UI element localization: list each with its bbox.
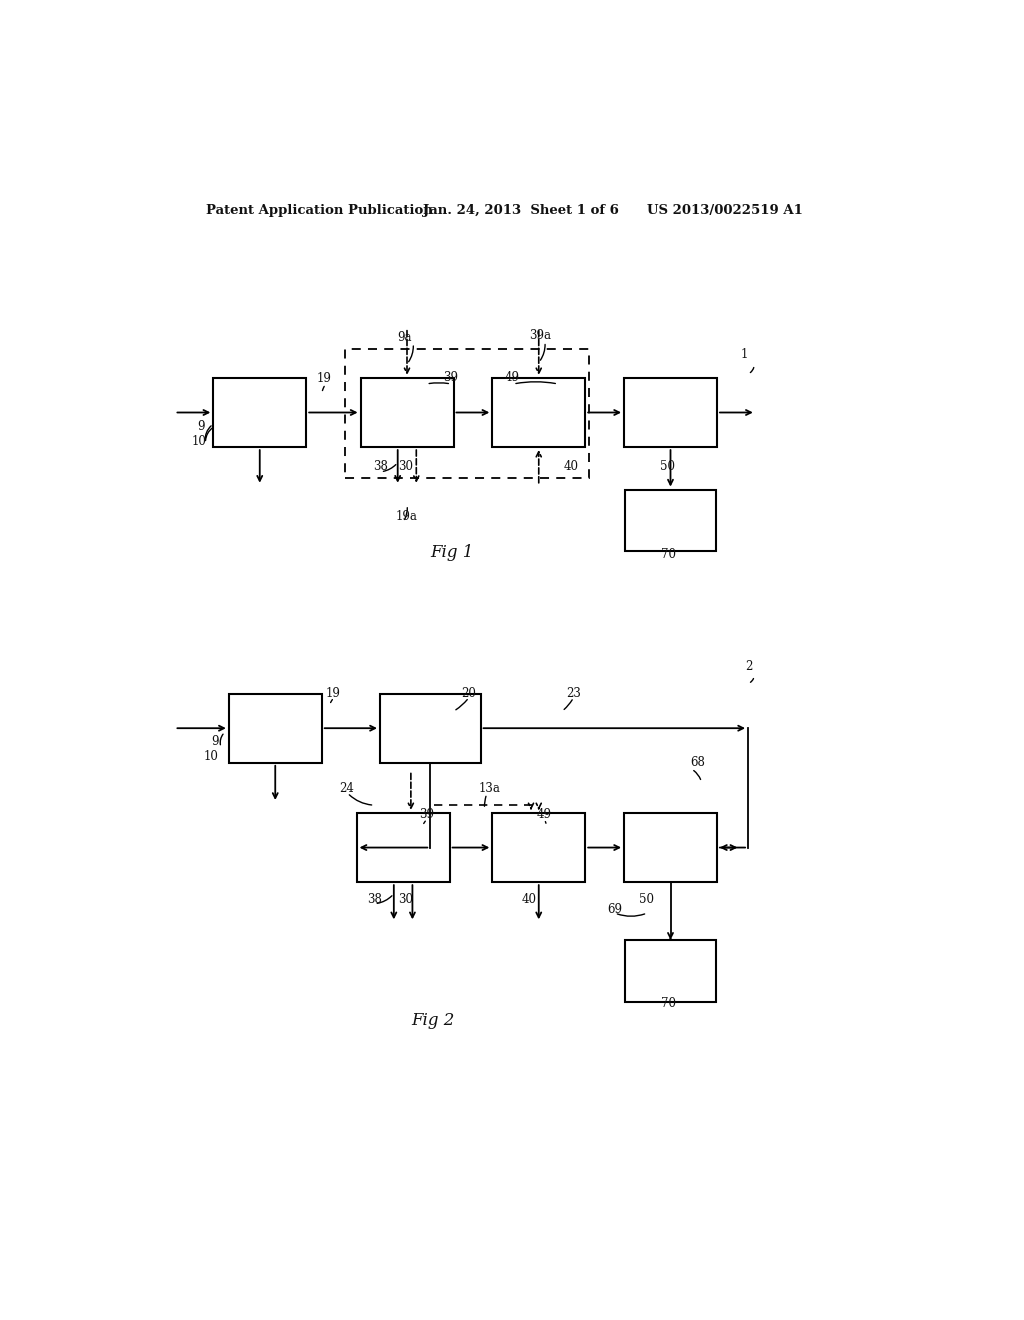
Text: 19a: 19a	[395, 510, 417, 523]
Text: 39: 39	[420, 808, 434, 821]
Text: 40: 40	[521, 894, 537, 907]
Text: 40: 40	[563, 459, 579, 473]
Text: 1: 1	[740, 348, 748, 362]
Bar	[360, 378, 454, 447]
Text: 30: 30	[397, 894, 413, 907]
Text: 50: 50	[660, 459, 676, 473]
Text: 39: 39	[443, 371, 459, 384]
Text: Fig 2: Fig 2	[411, 1012, 455, 1030]
Text: Fig 1: Fig 1	[430, 544, 474, 561]
Bar	[345, 350, 589, 478]
Text: 23: 23	[566, 686, 581, 700]
Text: 13a: 13a	[479, 781, 501, 795]
Text: 70: 70	[662, 998, 676, 1010]
Bar	[493, 378, 586, 447]
Text: 49: 49	[505, 371, 519, 384]
Text: 69: 69	[607, 903, 622, 916]
Text: 30: 30	[398, 459, 414, 473]
Text: 9a: 9a	[397, 330, 413, 343]
Text: Patent Application Publication: Patent Application Publication	[206, 205, 432, 218]
Text: 2: 2	[745, 660, 753, 673]
Text: 9: 9	[211, 735, 218, 748]
Bar	[228, 693, 322, 763]
Text: 20: 20	[461, 686, 476, 700]
Bar	[624, 813, 717, 882]
Bar	[624, 378, 717, 447]
Text: US 2013/0022519 A1: US 2013/0022519 A1	[647, 205, 803, 218]
Text: 49: 49	[537, 808, 552, 821]
Bar	[625, 940, 716, 1002]
Text: 38: 38	[367, 894, 382, 907]
Bar	[380, 693, 480, 763]
Bar	[213, 378, 306, 447]
Text: 24: 24	[339, 781, 353, 795]
Text: 19: 19	[326, 686, 341, 700]
Text: 19: 19	[317, 372, 332, 385]
Text: 70: 70	[662, 548, 676, 561]
Bar	[493, 813, 586, 882]
Text: Jan. 24, 2013  Sheet 1 of 6: Jan. 24, 2013 Sheet 1 of 6	[423, 205, 618, 218]
Bar	[356, 813, 450, 882]
Text: 50: 50	[640, 894, 654, 907]
Text: 10: 10	[191, 436, 207, 449]
Text: 38: 38	[373, 459, 388, 473]
Text: 10: 10	[204, 750, 219, 763]
Text: 39a: 39a	[529, 329, 552, 342]
Bar	[625, 490, 716, 552]
Text: 9: 9	[198, 420, 205, 433]
Text: 68: 68	[690, 756, 705, 770]
